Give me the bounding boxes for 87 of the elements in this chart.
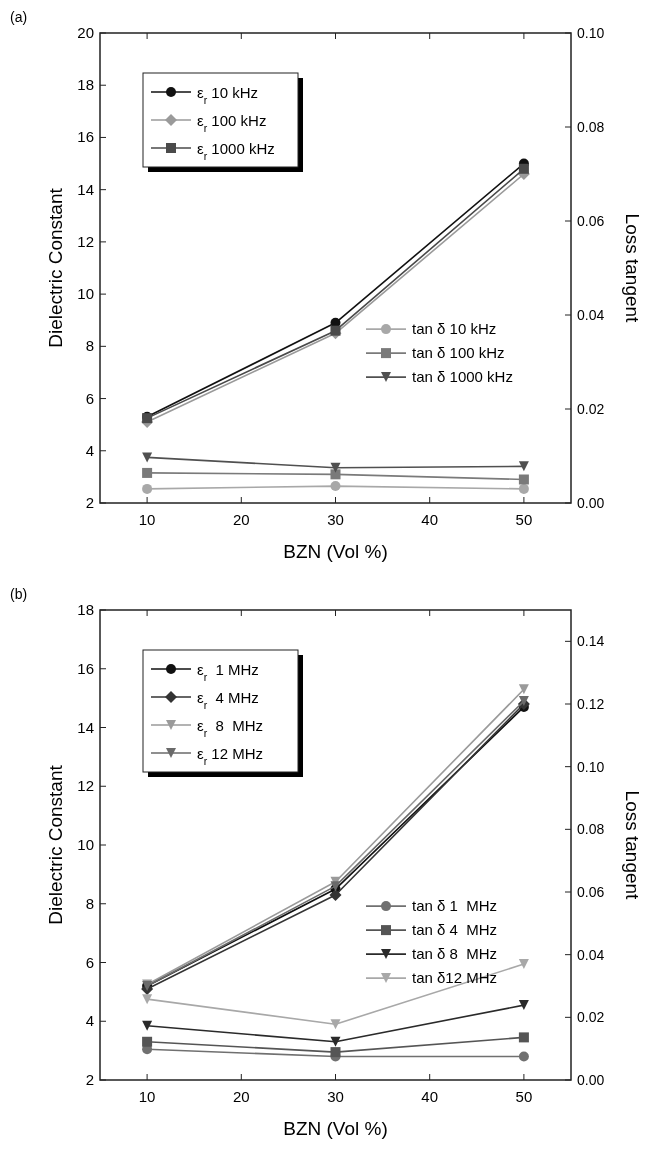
legend-label: tan δ 100 kHz (412, 344, 505, 362)
x-tick-label: 40 (421, 1088, 439, 1105)
x-tick-label: 20 (232, 511, 250, 528)
point (518, 959, 529, 970)
legend-label: tan δ 1 MHz (412, 897, 498, 915)
point (518, 163, 529, 174)
x-tick-label: 50 (515, 511, 533, 528)
y-tick-label: 4 (85, 441, 94, 459)
point (330, 325, 341, 336)
point (330, 469, 341, 480)
y2-tick-label: 0.08 (577, 119, 605, 135)
y-tick-label: 10 (77, 836, 94, 853)
y2-tick-label: 0.12 (577, 696, 605, 712)
x-tick-label: 10 (138, 1088, 156, 1105)
y2-tick-label: 0.04 (577, 307, 605, 323)
point (142, 994, 153, 1005)
point (330, 481, 341, 492)
point (142, 483, 153, 494)
point (518, 461, 529, 472)
point (518, 1000, 529, 1011)
y2-axis-title: Loss tangent (622, 790, 643, 901)
legend-label: ε$_{r}$ 10 kHz (197, 84, 259, 106)
y-tick-label: 12 (77, 777, 94, 795)
x-axis-title: BZN (Vol %) (283, 1118, 388, 1139)
x-tick-label: 30 (327, 511, 344, 528)
x-tick-label: 20 (232, 1088, 250, 1105)
point (518, 1051, 529, 1062)
y-tick-label: 6 (85, 953, 94, 971)
x-axis-title: BZN (Vol %) (283, 541, 388, 562)
y2-tick-label: 0.14 (577, 633, 605, 650)
y-axis-title: Dielectric Constant (45, 187, 66, 348)
x-tick-label: 40 (421, 511, 439, 528)
y-axis-title: Dielectric Constant (45, 764, 66, 925)
point (330, 1019, 341, 1030)
legend-label: ε$_{r}$ 12 MHz (197, 745, 264, 767)
x-tick-label: 30 (327, 1088, 344, 1105)
y-tick-label: 8 (85, 894, 94, 912)
point (142, 467, 153, 478)
y-tick-label: 16 (77, 128, 94, 146)
legend-label: tan δ12 MHz (412, 969, 498, 987)
legend-label: ε$_{r}$ 1000 kHz (197, 140, 275, 162)
point (142, 452, 153, 463)
y-tick-label: 10 (77, 285, 94, 303)
y-tick-label: 14 (77, 180, 94, 198)
y2-tick-label: 0.10 (577, 758, 605, 775)
point (518, 474, 529, 485)
chart-title: (b) (10, 586, 28, 602)
point (330, 1036, 341, 1047)
y-tick-label: 2 (85, 494, 94, 511)
y2-tick-label: 0.08 (577, 821, 605, 838)
y2-tick-label: 0.04 (577, 946, 605, 963)
y2-tick-label: 0.02 (577, 1009, 605, 1026)
point (518, 1032, 529, 1043)
y-tick-label: 2 (85, 1071, 94, 1088)
y-tick-label: 8 (85, 337, 94, 355)
x-tick-label: 50 (515, 1088, 533, 1105)
legend-label: ε$_{r}$ 8 MHz (197, 717, 264, 739)
legend-label: ε$_{r}$ 1 MHz (197, 661, 259, 683)
y2-tick-label: 0.10 (577, 25, 605, 41)
legend-label: tan δ 8 MHz (412, 945, 498, 963)
legend-label: tan δ 1000 kHz (412, 368, 513, 386)
y2-tick-label: 0.02 (577, 401, 605, 417)
chart-title: (a) (10, 9, 28, 25)
y-tick-label: 16 (77, 659, 94, 677)
legend-label: ε$_{r}$ 4 MHz (197, 689, 259, 711)
legend-label: tan δ 4 MHz (412, 921, 498, 939)
y-tick-label: 12 (77, 232, 94, 250)
y-tick-label: 4 (85, 1012, 94, 1030)
y2-tick-label: 0.06 (577, 884, 605, 900)
point (142, 1020, 153, 1031)
legend-label: tan δ 10 kHz (412, 320, 497, 338)
point (330, 1047, 341, 1058)
legend-label: ε$_{r}$ 100 kHz (197, 112, 267, 134)
x-tick-label: 10 (138, 511, 156, 528)
y-tick-label: 18 (77, 76, 94, 94)
point (142, 1036, 153, 1047)
point (330, 462, 341, 473)
y-tick-label: 14 (77, 718, 94, 736)
point (518, 684, 529, 695)
y-tick-label: 6 (85, 389, 94, 407)
y2-tick-label: 0.06 (577, 213, 605, 229)
y2-tick-label: 0.00 (577, 495, 605, 511)
y-tick-label: 20 (77, 24, 94, 41)
y2-axis-title: Loss tangent (622, 213, 643, 324)
point (518, 483, 529, 494)
y-tick-label: 18 (77, 601, 94, 618)
y2-tick-label: 0.00 (577, 1072, 605, 1088)
